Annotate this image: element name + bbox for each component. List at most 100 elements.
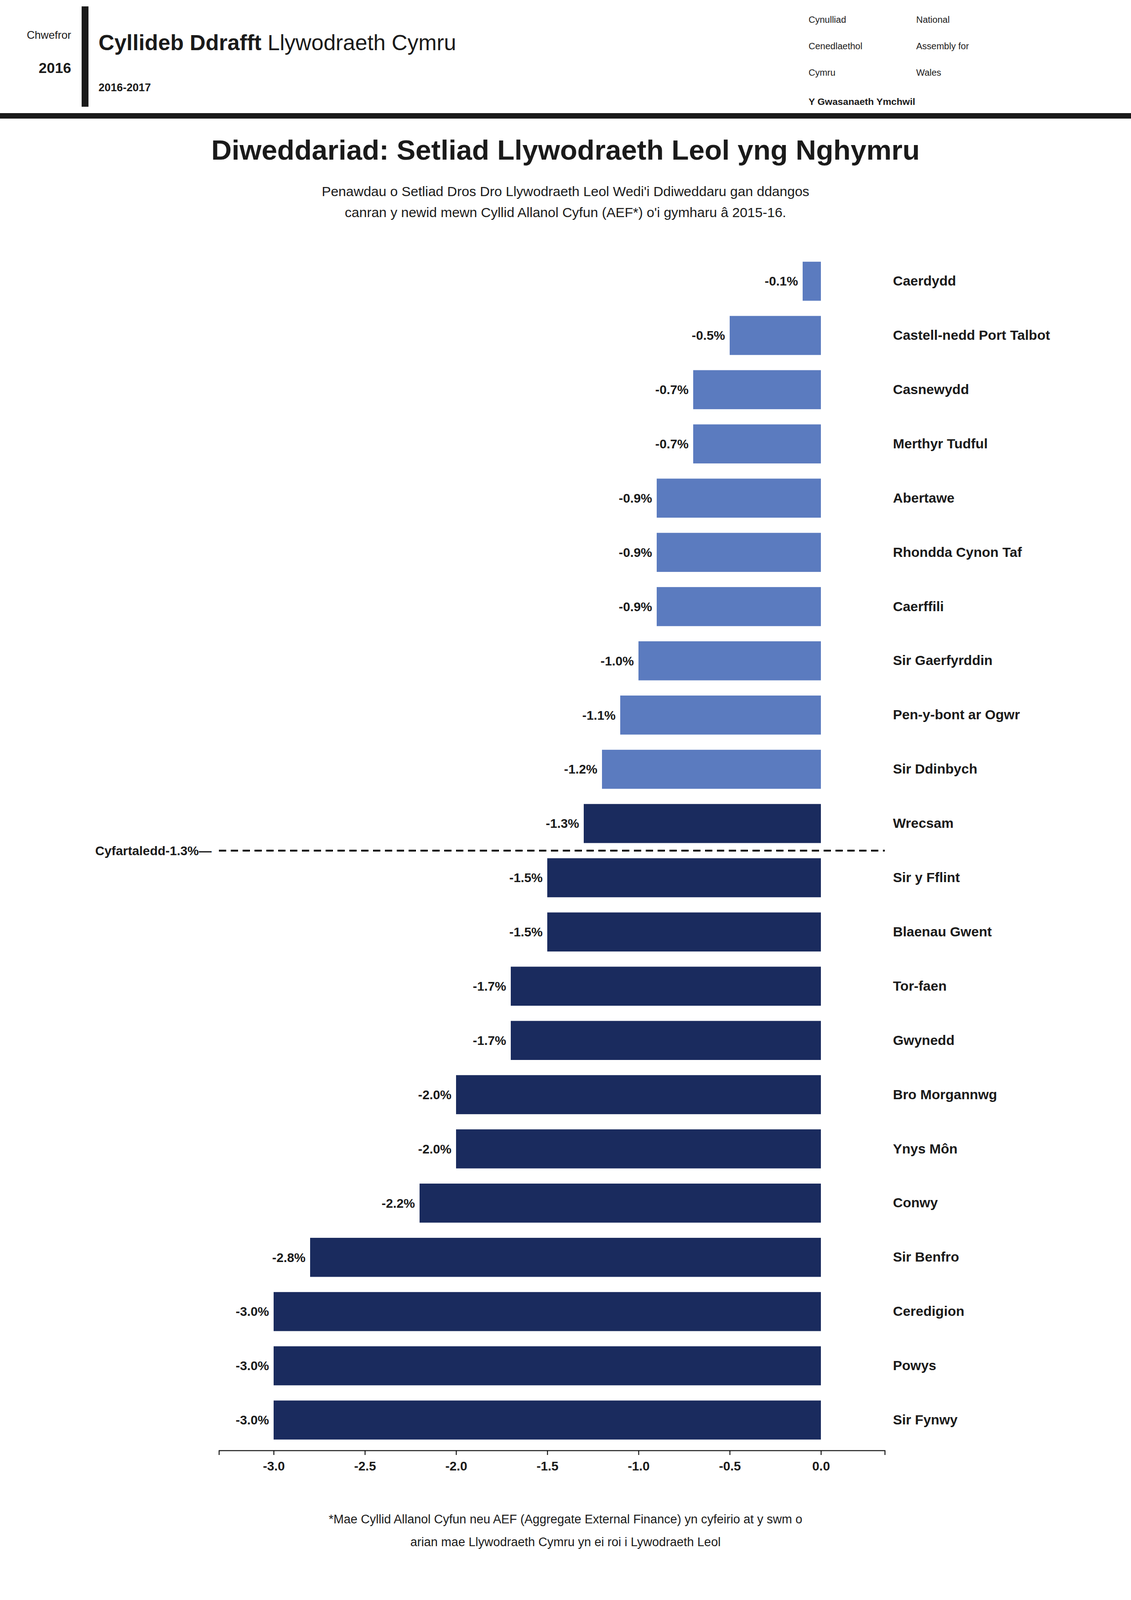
category-label: Ceredigion: [892, 1303, 965, 1319]
category-label: Sir Fynwy: [892, 1411, 958, 1427]
category-label: Blaenau Gwent: [892, 923, 992, 940]
x-tick: 0.0: [812, 1450, 831, 1474]
category-tick: Powys: [884, 1357, 937, 1373]
category-label: Abertawe: [892, 490, 955, 506]
category-tick: Castell-nedd Port Talbot: [884, 327, 1050, 343]
x-tick-mark: [273, 1450, 275, 1455]
x-tick-label: -2.0: [445, 1458, 467, 1474]
data-label: -2.8%: [272, 1250, 306, 1265]
data-label: -2.0%: [418, 1087, 452, 1102]
header-subtitle: 2016-2017: [98, 81, 151, 94]
header-english: National: [916, 14, 950, 25]
category-tick: Gwynedd: [884, 1032, 955, 1048]
bar: [419, 1183, 821, 1223]
x-tick-mark: [364, 1450, 366, 1455]
category-tick: Ynys Môn: [884, 1141, 958, 1157]
x-tick: -1.0: [627, 1450, 650, 1474]
header-welsh: Cymru: [808, 67, 836, 78]
bar: [510, 1020, 821, 1060]
category-tick: Casnewydd: [884, 381, 970, 397]
bar: [656, 478, 821, 518]
category-label: Sir Ddinbych: [892, 761, 978, 777]
bar: [510, 966, 821, 1006]
header-english: Assembly for: [916, 41, 970, 52]
data-label: -2.0%: [418, 1141, 452, 1157]
bar: [729, 316, 821, 356]
x-tick-mark: [729, 1450, 731, 1455]
data-label: -1.1%: [582, 708, 616, 723]
category-tick: Bro Morgannwg: [884, 1086, 997, 1102]
category-tick: Sir Fynwy: [884, 1411, 958, 1427]
x-tick: -1.5: [536, 1450, 559, 1474]
data-label: -1.7%: [472, 979, 507, 994]
header-separator: [81, 6, 89, 107]
bar: [601, 749, 821, 789]
data-label: -0.7%: [655, 382, 689, 397]
category-tick: Sir Benfro: [884, 1249, 960, 1265]
category-label: Rhondda Cynon Taf: [892, 544, 1023, 560]
data-label: -0.9%: [618, 545, 653, 560]
category-tick: Wrecsam: [884, 815, 954, 831]
category-tick: Abertawe: [884, 490, 955, 506]
data-label: -1.0%: [600, 653, 634, 669]
x-tick-label: -2.5: [353, 1458, 376, 1474]
bar: [656, 532, 821, 572]
footer: *Mae Cyllid Allanol Cyfun neu AEF (Aggre…: [328, 1512, 803, 1526]
data-label: -2.2%: [381, 1196, 416, 1211]
category-tick: Rhondda Cynon Taf: [884, 544, 1023, 560]
subtitle: Penawdau o Setliad Dros Dro Llywodraeth …: [321, 183, 810, 199]
bar: [456, 1074, 821, 1115]
data-label: -1.7%: [472, 1033, 507, 1048]
category-label: Casnewydd: [892, 381, 970, 397]
bar: [310, 1237, 821, 1277]
bar: [638, 641, 821, 681]
data-label: -0.9%: [618, 599, 653, 614]
chart-root: Chwefror2016Cyllideb Ddrafft Llywodraeth…: [0, 0, 1131, 1600]
category-label: Sir Benfro: [892, 1249, 960, 1265]
x-tick-mark: [456, 1450, 457, 1455]
header-service: Y Gwasanaeth Ymchwil: [808, 96, 916, 107]
data-label: -0.7%: [655, 436, 689, 452]
category-label: Sir y Fflint: [892, 869, 960, 885]
x-tick: -3.0: [262, 1450, 285, 1474]
bar: [656, 586, 821, 627]
subtitle: canran y newid mewn Cyllid Allanol Cyfun…: [344, 204, 787, 220]
category-label: Powys: [892, 1357, 937, 1373]
category-tick: Caerdydd: [884, 273, 956, 289]
x-axis-line: [219, 1450, 886, 1456]
header-date: 2016: [38, 59, 72, 77]
data-label: -3.0%: [235, 1412, 270, 1427]
x-tick: -0.5: [718, 1450, 741, 1474]
header-title: Cyllideb Ddrafft: [98, 30, 262, 55]
category-label: Wrecsam: [892, 815, 954, 831]
category-tick: Sir Gaerfyrddin: [884, 652, 993, 668]
bar: [547, 912, 821, 952]
x-tick: -2.0: [445, 1450, 467, 1474]
category-label: Pen-y-bont ar Ogwr: [892, 706, 1021, 722]
bar: [620, 695, 821, 735]
category-tick: Conwy: [884, 1194, 939, 1210]
bar: [273, 1291, 821, 1332]
header-english: Wales: [916, 67, 942, 78]
header-date: Chwefror: [26, 28, 72, 42]
title: Diweddariad: Setliad Llywodraeth Leol yn…: [211, 134, 920, 166]
data-label: -1.5%: [509, 924, 543, 940]
category-label: Bro Morgannwg: [892, 1086, 997, 1102]
category-label: Merthyr Tudful: [892, 435, 988, 452]
category-tick: Sir y Fflint: [884, 869, 960, 885]
category-label: Conwy: [892, 1194, 939, 1210]
category-label: Castell-nedd Port Talbot: [892, 327, 1050, 343]
data-label: -1.3%: [545, 816, 580, 831]
x-axis: -3.0 -2.5 -2.0 -1.5 -1.0 -0.5 0.0: [219, 1450, 886, 1474]
category-label: Tor-faen: [892, 978, 947, 994]
data-label: -3.0%: [235, 1358, 270, 1373]
bar: [693, 370, 821, 410]
x-tick-label: -1.0: [627, 1458, 650, 1474]
bar: [273, 1346, 821, 1386]
bar: [693, 424, 821, 464]
category-tick: Merthyr Tudful: [884, 435, 988, 452]
category-tick: Blaenau Gwent: [884, 923, 992, 940]
x-tick: -2.5: [353, 1450, 376, 1474]
category-tick: Sir Ddinbych: [884, 761, 978, 777]
x-tick-mark: [820, 1450, 822, 1455]
